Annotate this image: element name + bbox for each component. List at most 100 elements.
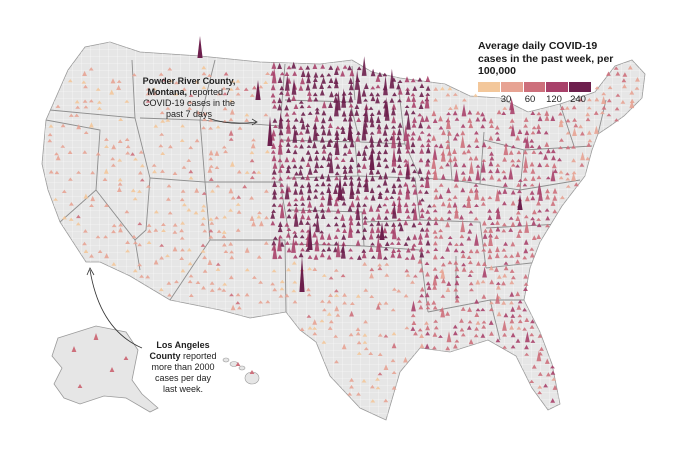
county-case-spike (228, 187, 234, 194)
county-case-spike (579, 162, 585, 167)
county-case-spike (354, 69, 360, 90)
county-case-spike (419, 91, 424, 97)
county-case-spike (419, 286, 425, 292)
county-case-spike (571, 105, 577, 110)
county-case-spike (334, 135, 340, 155)
county-case-spike (432, 229, 438, 234)
county-case-spike (425, 306, 431, 310)
county-case-spike (277, 225, 283, 233)
county-case-spike (467, 117, 473, 123)
county-case-spike (172, 223, 178, 227)
county-case-spike (462, 98, 467, 102)
county-case-spike (467, 320, 473, 324)
county-case-spike (468, 249, 474, 254)
county-case-spike (348, 175, 354, 180)
legend-tick-label: 120 (546, 93, 562, 105)
county-case-spike (447, 241, 453, 246)
county-case-spike (523, 248, 529, 254)
county-case-spike (272, 242, 278, 260)
county-case-spike (89, 122, 94, 128)
county-case-spike (466, 143, 472, 148)
county-case-spike (258, 85, 264, 89)
county-case-spike (270, 149, 276, 154)
county-case-spike (284, 222, 290, 227)
county-case-spike (307, 208, 312, 213)
county-case-spike (342, 117, 348, 122)
county-case-spike (292, 164, 298, 169)
legend-tick-label: 60 (524, 93, 536, 105)
county-case-spike (188, 176, 194, 180)
county-case-spike (461, 262, 466, 267)
county-case-spike (525, 331, 530, 343)
county-case-spike (446, 216, 452, 221)
county-case-spike (606, 113, 612, 117)
county-case-spike (221, 230, 227, 234)
county-case-spike (376, 141, 382, 147)
county-case-spike (356, 150, 362, 156)
county-case-spike (383, 149, 388, 155)
county-case-spike (361, 88, 367, 97)
county-case-spike (221, 145, 227, 149)
county-case-spike (320, 181, 326, 187)
county-case-spike (124, 209, 130, 214)
county-case-spike (466, 325, 472, 330)
county-case-spike (341, 110, 347, 117)
county-case-spike (111, 262, 117, 266)
county-case-spike (417, 328, 423, 332)
county-case-spike (448, 106, 453, 110)
county-case-spike (362, 203, 367, 207)
county-case-spike (524, 352, 530, 356)
county-case-spike (313, 254, 319, 260)
county-case-spike (278, 176, 283, 181)
county-case-spike (249, 150, 255, 155)
county-case-spike (208, 217, 214, 221)
county-case-spike (305, 220, 310, 225)
county-case-spike (327, 84, 332, 89)
county-case-spike (145, 99, 151, 103)
county-case-spike (326, 312, 332, 316)
county-case-spike (334, 96, 339, 117)
county-case-spike (370, 86, 376, 90)
county-case-spike (277, 158, 283, 163)
county-case-spike (396, 241, 401, 245)
county-case-spike (272, 188, 277, 195)
county-case-spike (369, 112, 375, 116)
county-case-spike (390, 308, 396, 312)
county-case-spike (284, 112, 290, 117)
county-case-spike (389, 97, 395, 103)
county-case-spike (453, 183, 459, 188)
county-case-spike (536, 175, 542, 180)
county-case-spike (110, 78, 116, 84)
county-case-spike (552, 194, 558, 201)
county-case-spike (425, 271, 430, 277)
county-case-spike (460, 123, 466, 128)
county-case-spike (292, 70, 298, 76)
county-case-spike (334, 360, 339, 364)
county-case-spike (167, 293, 172, 297)
county-case-spike (299, 184, 305, 188)
county-case-spike (480, 333, 486, 338)
county-case-spike (77, 384, 83, 388)
county-case-spike (215, 262, 221, 266)
county-case-spike (71, 346, 77, 352)
county-case-spike (413, 331, 418, 336)
county-case-spike (313, 96, 319, 102)
county-case-spike (223, 149, 228, 154)
county-case-spike (300, 228, 305, 233)
county-case-spike (298, 168, 303, 176)
county-case-spike (312, 326, 317, 330)
county-case-spike (529, 190, 535, 195)
county-case-spike (294, 171, 299, 176)
county-case-spike (530, 339, 536, 343)
county-case-spike (182, 203, 187, 207)
county-case-spike (370, 175, 375, 182)
county-case-spike (543, 383, 548, 388)
county-case-spike (270, 220, 276, 226)
county-case-spike (425, 331, 430, 336)
county-case-spike (355, 186, 361, 194)
county-case-spike (137, 263, 142, 267)
county-case-spike (417, 299, 423, 303)
county-case-spike (293, 206, 299, 213)
county-case-spike (139, 274, 144, 278)
county-case-spike (496, 311, 502, 317)
